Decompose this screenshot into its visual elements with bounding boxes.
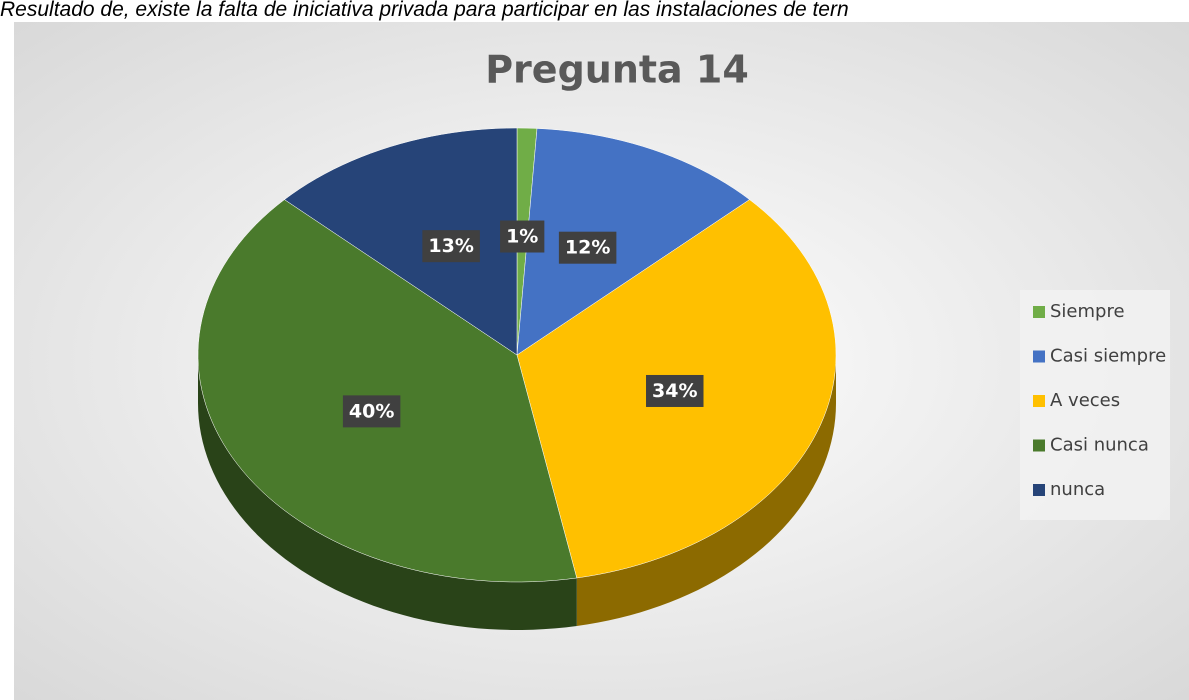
- slice: [197, 199, 578, 583]
- data-label: 12%: [565, 237, 610, 259]
- data-label: 13%: [428, 235, 473, 257]
- legend-marker: [1033, 395, 1045, 407]
- caption: Resultado de, existe la falta de iniciat…: [0, 0, 849, 21]
- data-label-box: [422, 230, 480, 263]
- data-label: 40%: [349, 400, 394, 422]
- slice: [516, 128, 750, 356]
- slice: [284, 127, 518, 356]
- chart-title: Pregunta 14: [485, 48, 749, 92]
- data-label-box: [500, 220, 545, 253]
- slice-side: [198, 355, 577, 630]
- legend-label: Siempre: [1050, 301, 1125, 322]
- legend-marker: [1033, 306, 1045, 318]
- legend-label: Casi siempre: [1050, 346, 1166, 367]
- data-label-box: [558, 231, 617, 264]
- data-label: 1%: [506, 226, 538, 248]
- legend-marker: [1033, 484, 1045, 496]
- data-label: 34%: [652, 380, 697, 402]
- legend-label: Casi nunca: [1050, 435, 1149, 456]
- legend-marker: [1033, 439, 1045, 452]
- data-label-box: [342, 395, 401, 428]
- slice-side: [576, 355, 836, 626]
- data-label-box: [646, 374, 704, 407]
- legend-marker: [1033, 350, 1045, 363]
- legend-label: A veces: [1050, 390, 1120, 411]
- legend-label: nunca: [1050, 479, 1105, 500]
